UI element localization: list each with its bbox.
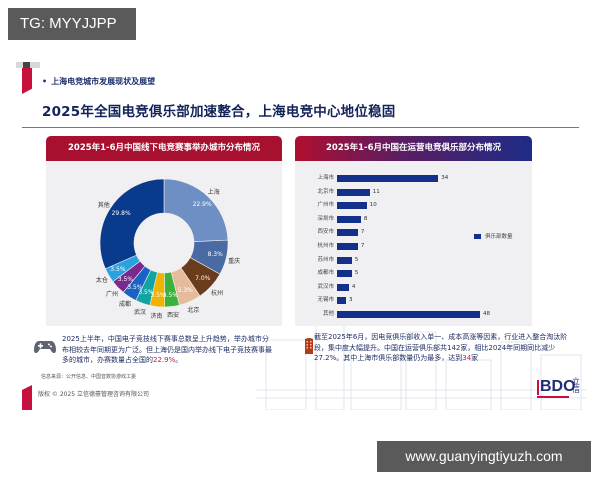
bar-row: 深圳市 8 [295, 214, 532, 224]
bar-category-label: 深圳市 [317, 215, 334, 222]
title-divider [294, 127, 579, 128]
donut-svg [99, 178, 229, 308]
bar [337, 202, 367, 210]
bookmark-cap [16, 62, 40, 68]
highlight-value: 22.9% [153, 356, 176, 364]
slice-percent-label: 3.5% [110, 265, 126, 273]
slice-percent-label: 3.5% [138, 288, 154, 296]
legend-label: 俱乐部数量 [485, 234, 513, 240]
slice-percent-label: 3.5% [162, 291, 178, 299]
slice-percent-label: 22.9% [192, 200, 212, 208]
title-divider [22, 127, 294, 128]
bar-chart: 俱乐部数量 上海市 34 北京市 11 广州市 10 深圳市 8 西安市 7 杭州市 7 苏州市 5 成都市… [295, 161, 532, 326]
slice-category-label: 济南 [150, 312, 163, 320]
bar-value-label: 5 [354, 256, 359, 263]
tg-watermark: TG: MYYJJPP [8, 8, 136, 40]
bar-value-label: 48 [483, 311, 490, 317]
chart-legend: 俱乐部数量 [474, 232, 513, 240]
slice-category-label: 武汉 [134, 308, 147, 316]
slice-category-label: 其他 [97, 201, 110, 209]
bar [337, 188, 370, 196]
gamepad-icon [34, 341, 56, 354]
slice-category-label: 广州 [106, 290, 119, 298]
bar-value-label: 4 [351, 283, 356, 290]
bar-category-label: 西安市 [317, 229, 334, 236]
chart-title: 2025年1-6月中国在运营电竞俱乐部分布情况 [295, 136, 532, 161]
bookmark-ribbon-bottom [22, 385, 32, 410]
bar-value-label: 5 [354, 270, 359, 277]
bdo-logo: BDO [537, 378, 576, 395]
bar-value-label: 3 [348, 297, 353, 304]
bar [337, 311, 480, 318]
bar-value-label: 34 [441, 175, 449, 181]
bar-row: 其他 48 [295, 309, 532, 319]
bar-category-label: 成都市 [317, 270, 334, 277]
bar-row: 杭州市 7 [295, 241, 532, 251]
slice-category-label: 太仓 [95, 277, 108, 285]
bar-row: 广州市 10 [295, 200, 532, 210]
page-title: 2025年全国电竞俱乐部加速整合，上海电竞中心地位稳固 [42, 104, 396, 120]
bar [337, 229, 358, 237]
bar [337, 256, 352, 264]
bdo-logo-cn: 立信 [572, 377, 580, 394]
source-note: 信息来源：公开信息、中国音数协游戏工委 [41, 374, 137, 380]
clubs-summary-text: 截至2025年6月，因电竞俱乐部收入单一、成本高涨等因素，行业进入整合淘汰阶段，… [314, 333, 568, 362]
bar-value-label: 7 [360, 229, 365, 236]
slice-percent-label: 7.0% [195, 274, 211, 282]
city-skyline-background [256, 324, 586, 410]
city-events-chart-panel: 2025年1-6月中国线下电竞赛事举办城市分布情况 22.9% 上海 8.3% 重庆 7… [46, 136, 282, 326]
bar [337, 283, 349, 291]
bar-category-label: 无锡市 [317, 297, 334, 304]
donut-chart: 22.9% 上海 8.3% 重庆 7.0% 杭州 5.3% 北京 3.5% 西安 3.5% 济南 3.5… [46, 161, 282, 326]
chart-title: 2025年1-6月中国线下电竞赛事举办城市分布情况 [46, 136, 282, 161]
bar-value-label: 10 [369, 202, 377, 209]
bar-category-label: 武汉市 [317, 283, 334, 290]
bar [337, 243, 358, 250]
bar-value-label: 8 [363, 215, 368, 222]
slice-category-label: 西安 [167, 312, 180, 320]
highlight-value: 34 [462, 354, 472, 362]
slice-percent-label: 29.8% [111, 210, 131, 218]
bar-row: 武汉市 4 [295, 282, 532, 292]
legend-swatch [474, 233, 481, 239]
bar-row: 上海市 34 [295, 173, 532, 183]
bar [337, 297, 346, 305]
donut-slice [99, 178, 165, 270]
bar-row: 成都市 5 [295, 268, 532, 278]
logo-underline [537, 396, 569, 398]
slice-category-label: 杭州 [211, 289, 224, 297]
slice-category-label: 成都 [118, 301, 131, 309]
bookmark-ribbon [22, 68, 32, 94]
slide: 上海电竞城市发展现状及展望 2025年全国电竞俱乐部加速整合，上海电竞中心地位稳… [16, 62, 586, 410]
slice-percent-label: 8.3% [207, 251, 223, 259]
bar-value-label: 11 [372, 188, 380, 195]
bar-category-label: 杭州市 [317, 243, 334, 249]
bar [337, 215, 361, 223]
url-watermark: www.guanyingtiyuzh.com [377, 441, 591, 472]
bar-row: 无锡市 3 [295, 295, 532, 305]
events-summary-text: 2025上半年，中国电子竞技线下赛事总数呈上升趋势，举办城市分布相较去年同期更为… [62, 335, 272, 364]
slice-percent-label: 3.5% [117, 275, 133, 283]
bar-category-label: 其他 [322, 311, 334, 317]
slice-percent-label: 3.5% [127, 283, 143, 291]
bar-row: 西安市 7 [295, 227, 532, 237]
bar [337, 175, 439, 182]
bar-row: 苏州市 5 [295, 255, 532, 265]
bar-value-label: 7 [360, 243, 365, 249]
bar [337, 270, 352, 278]
bar-category-label: 北京市 [317, 188, 334, 195]
club-distribution-chart-panel: 2025年1-6月中国在运营电竞俱乐部分布情况 俱乐部数量 上海市 34 北京市 11… [295, 136, 532, 326]
bar-category-label: 苏州市 [317, 256, 334, 263]
slice-percent-label: 3.5% [150, 291, 166, 299]
slice-category-label: 北京 [187, 306, 200, 314]
slice-category-label: 上海 [207, 188, 220, 196]
bar-row: 北京市 11 [295, 187, 532, 197]
slice-category-label: 重庆 [228, 257, 241, 265]
copyright: 版权 © 2025 立信德豪管理咨询有限公司 [38, 391, 149, 398]
section-label: 上海电竞城市发展现状及展望 [42, 76, 155, 87]
building-icon [305, 338, 313, 354]
bar-category-label: 广州市 [317, 202, 334, 209]
slice-percent-label: 5.3% [177, 287, 193, 295]
bar-category-label: 上海市 [317, 175, 334, 181]
